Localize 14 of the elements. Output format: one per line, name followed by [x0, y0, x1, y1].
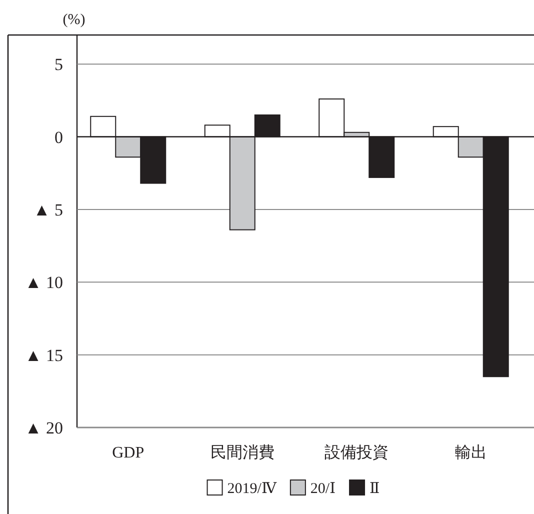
- y-tick-label: ▲ 10: [24, 273, 63, 292]
- y-tick-label: ▲ 15: [24, 346, 63, 365]
- x-tick-label: 民間消費: [210, 444, 274, 462]
- y-tick-label: ▲ 5: [33, 200, 63, 220]
- y-tick-label: 0: [54, 128, 63, 147]
- y-tick-label: 5: [54, 55, 63, 74]
- y-axis-title: (%): [62, 12, 86, 28]
- y-tick-label: ▲ 20: [24, 418, 63, 438]
- x-tick-label: 設備投資: [324, 444, 389, 462]
- x-tick-label: 輸出: [454, 444, 487, 462]
- legend-label: 20/Ⅰ: [310, 481, 336, 497]
- x-tick-label: GDP: [112, 444, 144, 462]
- legend-label: 2019/Ⅳ: [227, 481, 278, 497]
- legend-label: Ⅱ: [370, 481, 380, 497]
